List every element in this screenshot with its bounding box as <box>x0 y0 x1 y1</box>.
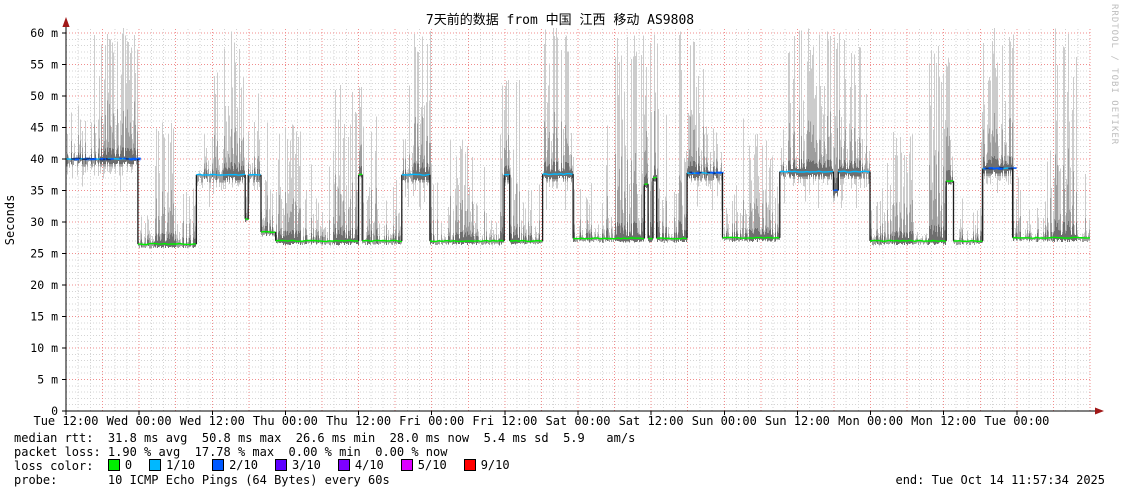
end-timestamp: end: Tue Oct 14 11:57:34 2025 <box>895 473 1105 487</box>
legend-item: 4/10 <box>337 458 384 472</box>
rrdtool-watermark: RRDTOOL / TOBI OETIKER <box>1109 4 1119 146</box>
loss-color-swatch <box>463 459 476 471</box>
x-tick-label: Mon 00:00 <box>838 414 903 428</box>
x-tick-label: Fri 00:00 <box>399 414 464 428</box>
chart-grid <box>66 28 1091 411</box>
y-tick-label: 60 m <box>30 26 58 40</box>
x-tick-label: Thu 00:00 <box>253 414 318 428</box>
x-tick-label: Thu 12:00 <box>326 414 391 428</box>
legend-item-label: 3/10 <box>291 458 321 472</box>
y-tick-label: 10 m <box>30 341 58 355</box>
x-tick-label: Fri 12:00 <box>472 414 537 428</box>
legend-item-label: 9/10 <box>480 458 510 472</box>
x-tick-label: Tue 00:00 <box>984 414 1049 428</box>
y-tick-label: 45 m <box>30 121 58 135</box>
x-tick-label: Wed 12:00 <box>180 414 245 428</box>
legend-item: 2/10 <box>212 458 258 472</box>
y-tick-label: 5 m <box>37 373 58 387</box>
y-tick-label: 35 m <box>30 184 58 198</box>
chart-title: 7天前的数据 from 中国 江西 移动 AS9808 <box>426 12 694 28</box>
x-tick-label: Sat 00:00 <box>545 414 610 428</box>
y-tick-label: 30 m <box>30 215 58 229</box>
x-tick-label: Tue 12:00 <box>33 414 98 428</box>
median-rtt-stats: median rtt: 31.8 ms avg 50.8 ms max 26.6… <box>14 431 636 445</box>
y-tick-label: 20 m <box>30 278 58 292</box>
legend-item: 3/10 <box>274 458 321 472</box>
loss-color-swatch <box>149 459 162 471</box>
chart-axes <box>62 17 1104 415</box>
x-tick-label: Sun 12:00 <box>765 414 830 428</box>
loss-color-items: 0 1/10 2/10 3/10 4/10 5/10 9/10 <box>107 458 527 474</box>
stats-block: median rtt: 31.8 ms avg 50.8 ms max 26.6… <box>14 431 635 487</box>
y-tick-label: 50 m <box>30 89 58 103</box>
loss-color-swatch <box>212 459 225 471</box>
probe-info: probe: 10 ICMP Echo Pings (64 Bytes) eve… <box>14 473 390 487</box>
x-tick-label: Sun 00:00 <box>692 414 757 428</box>
y-tick-label: 40 m <box>30 152 58 166</box>
legend-item: 0 <box>107 458 133 472</box>
y-tick-label: 25 m <box>30 247 58 261</box>
loss-color-swatch <box>337 459 350 471</box>
y-axis-label: Seconds <box>3 195 17 246</box>
legend-item: 1/10 <box>149 458 195 472</box>
loss-color-legend: loss color: 0 1/10 2/10 3/10 4/10 5/10 9/10 <box>14 458 635 474</box>
x-tick-label: Mon 12:00 <box>911 414 976 428</box>
latency-chart-canvas: 7天前的数据 from 中国 江西 移动 AS9808 Seconds Tue … <box>3 12 1104 428</box>
x-tick-label: Sat 12:00 <box>619 414 684 428</box>
legend-item-label: 4/10 <box>354 458 384 472</box>
y-tick-label: 0 <box>51 404 58 418</box>
y-tick-label: 55 m <box>30 58 58 72</box>
packet-loss-stats: packet loss: 1.90 % avg 17.78 % max 0.00… <box>14 445 448 459</box>
loss-color-swatch <box>107 459 120 471</box>
loss-color-label: loss color: <box>14 459 108 473</box>
legend-item: 9/10 <box>463 458 510 472</box>
loss-color-swatch <box>400 459 413 471</box>
legend-item-label: 2/10 <box>229 458 258 472</box>
axis-tick-labels: Tue 12:00 Wed 00:00 Wed 12:00 Thu 00:00 Thu … <box>30 26 1049 428</box>
loss-color-swatch <box>274 459 287 471</box>
legend-item-label: 1/10 <box>166 458 196 472</box>
legend-item: 5/10 <box>400 458 447 472</box>
x-tick-label: Wed 00:00 <box>107 414 172 428</box>
median-rtt-line <box>66 157 1091 246</box>
legend-item-label: 0 <box>124 458 133 472</box>
legend-item-label: 5/10 <box>417 458 447 472</box>
y-tick-label: 15 m <box>30 310 58 324</box>
